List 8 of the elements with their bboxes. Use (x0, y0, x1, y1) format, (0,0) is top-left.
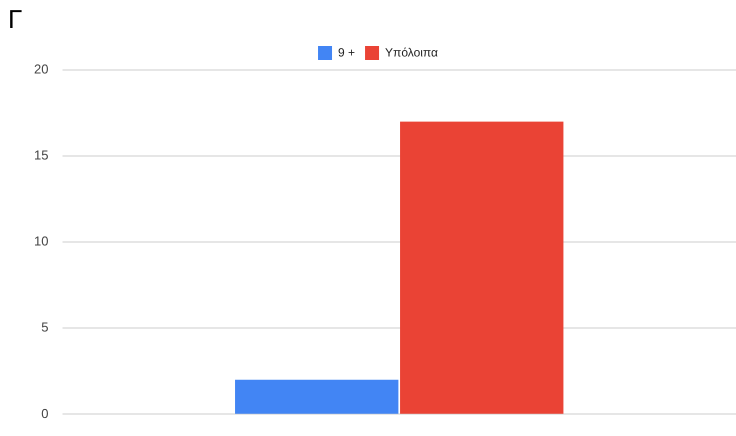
chart-title: Γ (8, 4, 22, 35)
legend-label: Υπόλοιπα (385, 45, 438, 60)
y-tick-label: 0 (41, 406, 48, 421)
y-tick-label: 5 (41, 320, 48, 335)
legend-label: 9 + (338, 45, 356, 60)
y-tick-label: 15 (34, 148, 48, 163)
y-tick-label: 20 (34, 62, 48, 77)
y-tick-label: 10 (34, 234, 48, 249)
